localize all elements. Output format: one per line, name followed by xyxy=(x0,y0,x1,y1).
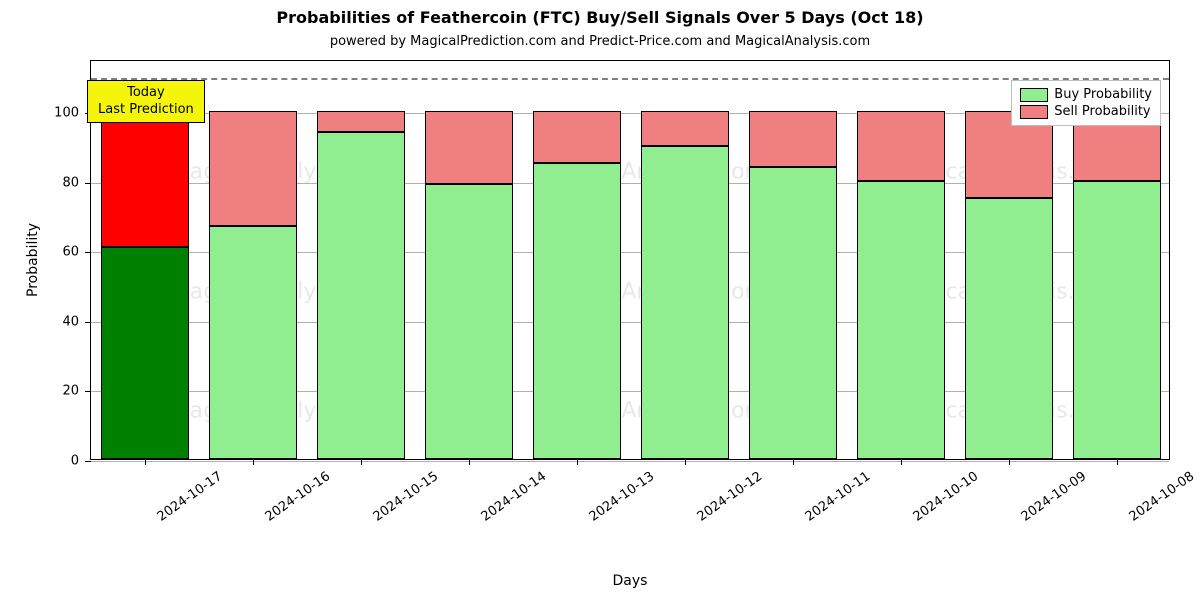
buy-bar xyxy=(857,181,946,459)
buy-bar xyxy=(749,167,838,459)
x-axis-label: Days xyxy=(613,573,648,589)
legend-label-buy: Buy Probability xyxy=(1054,87,1152,102)
buy-bar xyxy=(1073,181,1162,459)
xtick-mark xyxy=(1117,459,1118,465)
xtick-mark xyxy=(253,459,254,465)
bars-container xyxy=(91,61,1169,459)
sell-bar xyxy=(101,111,190,247)
figure: Probabilities of Feathercoin (FTC) Buy/S… xyxy=(0,0,1200,600)
xtick-mark xyxy=(685,459,686,465)
legend-label-sell: Sell Probability xyxy=(1054,104,1150,119)
annotation-line1: Today xyxy=(98,85,194,101)
sell-bar xyxy=(533,111,622,163)
bar-group xyxy=(425,61,514,459)
sell-bar xyxy=(317,111,406,132)
chart-title: Probabilities of Feathercoin (FTC) Buy/S… xyxy=(0,8,1200,27)
bar-group xyxy=(209,61,298,459)
bar-group xyxy=(749,61,838,459)
bar-group xyxy=(533,61,622,459)
xtick-label: 2024-10-11 xyxy=(803,469,874,525)
buy-bar xyxy=(101,247,190,459)
legend: Buy Probability Sell Probability xyxy=(1011,80,1161,126)
ytick-label: 20 xyxy=(62,384,91,399)
sell-bar xyxy=(857,111,946,181)
legend-item-sell: Sell Probability xyxy=(1020,104,1152,119)
annotation-line2: Last Prediction xyxy=(98,102,194,118)
xtick-label: 2024-10-14 xyxy=(479,469,550,525)
legend-item-buy: Buy Probability xyxy=(1020,87,1152,102)
xtick-label: 2024-10-10 xyxy=(911,469,982,525)
xtick-label: 2024-10-08 xyxy=(1127,469,1198,525)
chart-subtitle: powered by MagicalPrediction.com and Pre… xyxy=(0,34,1200,49)
xtick-mark xyxy=(577,459,578,465)
today-annotation: Today Last Prediction xyxy=(87,80,205,123)
xtick-mark xyxy=(469,459,470,465)
ytick-label: 60 xyxy=(62,245,91,260)
bar-group xyxy=(317,61,406,459)
bar-group xyxy=(641,61,730,459)
ytick-label: 100 xyxy=(54,106,91,121)
legend-swatch-sell xyxy=(1020,105,1048,119)
ytick-label: 0 xyxy=(71,454,91,469)
ytick-label: 40 xyxy=(62,314,91,329)
plot-area: Probability MagicalAnalysis.comMagicalAn… xyxy=(90,60,1170,460)
buy-bar xyxy=(317,132,406,459)
sell-bar xyxy=(209,111,298,226)
ytick-label: 80 xyxy=(62,175,91,190)
xtick-label: 2024-10-13 xyxy=(587,469,658,525)
xtick-mark xyxy=(901,459,902,465)
sell-bar xyxy=(749,111,838,167)
buy-bar xyxy=(641,146,730,459)
xtick-label: 2024-10-12 xyxy=(695,469,766,525)
legend-swatch-buy xyxy=(1020,88,1048,102)
bar-group xyxy=(857,61,946,459)
buy-bar xyxy=(209,226,298,459)
sell-bar xyxy=(425,111,514,184)
buy-bar xyxy=(965,198,1054,459)
xtick-mark xyxy=(361,459,362,465)
xtick-mark xyxy=(793,459,794,465)
xtick-mark xyxy=(145,459,146,465)
sell-bar xyxy=(641,111,730,146)
y-axis-label: Probability xyxy=(25,223,41,297)
buy-bar xyxy=(425,184,514,459)
xtick-label: 2024-10-09 xyxy=(1019,469,1090,525)
xtick-mark xyxy=(1009,459,1010,465)
xtick-label: 2024-10-16 xyxy=(263,469,334,525)
xtick-label: 2024-10-17 xyxy=(155,469,226,525)
xtick-label: 2024-10-15 xyxy=(371,469,442,525)
buy-bar xyxy=(533,163,622,459)
